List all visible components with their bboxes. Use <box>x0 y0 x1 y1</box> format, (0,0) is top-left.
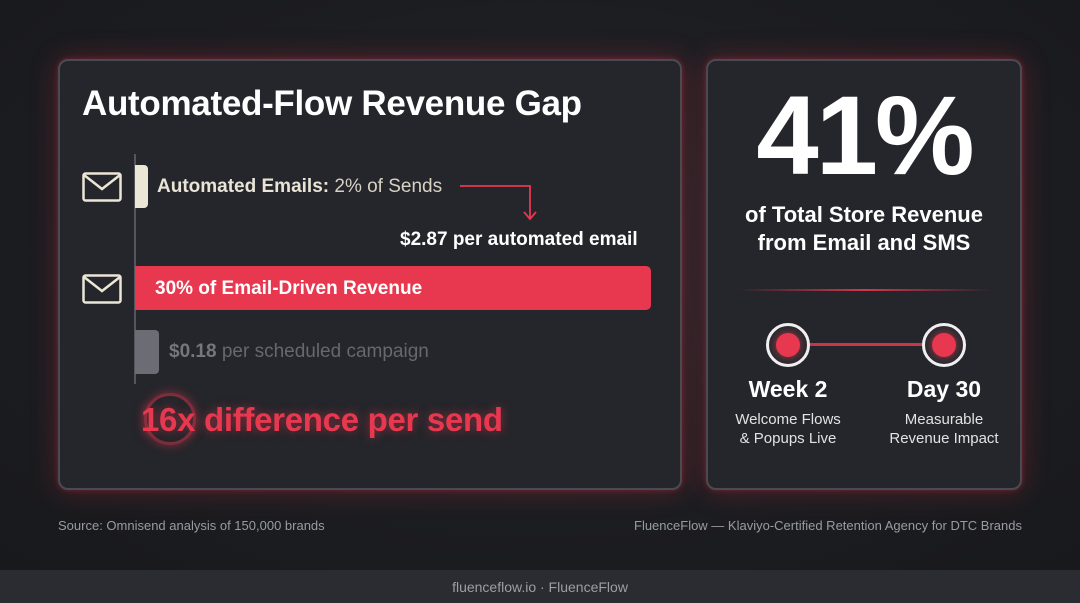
timeline-dot-day-30 <box>922 323 966 367</box>
divider <box>738 289 992 291</box>
stat-value: 41% <box>756 73 974 198</box>
envelope-icon <box>82 274 122 304</box>
arrow-down-icon <box>460 185 537 221</box>
source-note: Source: Omnisend analysis of 150,000 bra… <box>58 518 325 533</box>
stat-description-line1: of Total Store Revenue <box>745 202 983 227</box>
milestone-subtitle-line: Revenue Impact <box>889 430 999 447</box>
automated-per-send-value: $2.87 per automated email <box>400 229 638 250</box>
chart-title: Automated-Flow Revenue Gap <box>82 84 582 123</box>
milestone-title-day-30: Day 30 <box>906 376 982 402</box>
stat-description: of Total Store Revenue from Email and SM… <box>706 201 1022 257</box>
milestone-subtitle-line: Measurable <box>904 411 984 428</box>
agency-note: FluenceFlow — Klaviyo-Certified Retentio… <box>634 518 1022 533</box>
email-driven-revenue-label: 30% of Email-Driven Revenue <box>155 278 423 299</box>
timeline-connector <box>808 343 924 346</box>
milestone-subtitle-week-2: Welcome Flows & Popups Live <box>713 410 863 448</box>
milestone-subtitle-line: & Popups Live <box>739 430 837 447</box>
scheduled-campaign-amount: $0.18 <box>169 341 217 362</box>
stat-description-line2: from Email and SMS <box>757 230 971 255</box>
automated-emails-name: Automated Emails: <box>157 176 330 197</box>
envelope-icon <box>82 172 122 202</box>
automated-emails-label: Automated Emails: 2% of Sends <box>157 176 442 198</box>
milestone-subtitle-line: Welcome Flows <box>735 411 841 428</box>
bar-email-driven-revenue <box>135 266 651 310</box>
scheduled-campaign-label: $0.18 per scheduled campaign <box>169 341 429 363</box>
bar-automated-emails <box>135 165 148 208</box>
milestone-title-week-2: Week 2 <box>748 376 828 402</box>
stat-card <box>706 59 1022 490</box>
milestone-subtitle-day-30: Measurable Revenue Impact <box>869 410 1019 448</box>
footer-text: fluenceflow.io · FluenceFlow <box>452 579 628 595</box>
scheduled-campaign-suffix: per scheduled campaign <box>221 341 429 362</box>
bar-scheduled-campaign <box>135 330 159 374</box>
footer-bar <box>0 570 1080 603</box>
timeline-dot-week-2 <box>766 323 810 367</box>
difference-annotation: 16x difference per send <box>141 401 503 438</box>
automated-emails-value: 2% of Sends <box>334 176 443 197</box>
highlight-ring <box>144 393 196 445</box>
